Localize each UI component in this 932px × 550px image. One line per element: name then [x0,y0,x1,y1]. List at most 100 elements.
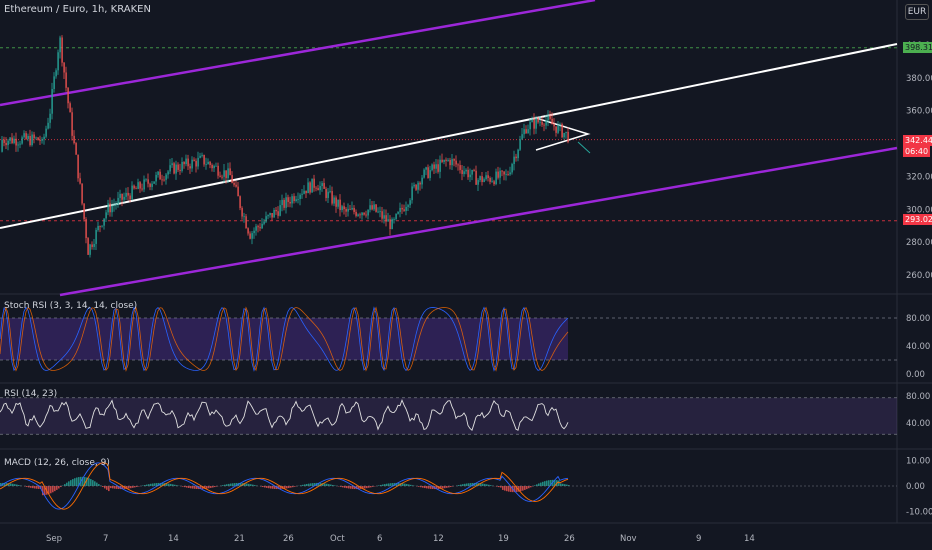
candle-body [279,205,281,216]
x-axis-tick-6: 6 [377,534,382,544]
x-axis-tick-26: 26 [283,534,294,544]
candle-body [427,167,429,178]
candle-body [505,174,507,175]
candle-body [23,133,25,138]
macd-histogram-bar [340,486,342,487]
macd-histogram-bar [270,486,272,489]
macd-histogram-bar [236,482,238,486]
candle-body [531,119,533,123]
candle-body [555,126,557,133]
candle-body [425,167,427,170]
candle-body [39,140,41,142]
chart-title: Ethereum / Euro, 1h, KRAKEN [4,4,151,15]
candle-body [49,113,51,123]
candle-body [27,135,29,139]
macd-histogram-bar [506,486,508,492]
macd-histogram-bar [490,485,492,486]
candle-body [207,161,209,165]
macd-tick-10.00: 10.00 [906,456,930,466]
candle-body [411,186,413,201]
candle-body [433,164,435,169]
candle-body [275,209,277,212]
candle-body [489,177,491,182]
candle-body [47,122,49,129]
candle-body [491,181,493,183]
macd-histogram-bar [372,486,374,487]
candle-body [295,199,297,202]
macd-histogram-bar [214,486,216,488]
candle-body [527,129,529,134]
macd-histogram-bar [128,486,130,489]
macd-histogram-bar [304,484,306,486]
candle-body [55,70,57,77]
candle-body [543,124,545,126]
x-axis-tick-19: 19 [498,534,509,544]
macd-histogram-bar [474,482,476,486]
candle-body [95,230,97,244]
candle-body [423,169,425,178]
macd-histogram-bar [362,486,364,489]
macd-histogram-bar [406,484,408,486]
candle-body [487,175,489,178]
macd-histogram-bar [42,486,44,496]
macd-histogram-bar [38,486,40,489]
candle-body [41,139,43,141]
price-axis-tick-300.00: 300.00 [906,205,932,215]
candle-body [79,178,81,184]
macd-histogram-bar [502,486,504,490]
candle-body [459,165,461,171]
candle-body [319,186,321,191]
candle-body [91,244,93,247]
macd-histogram-bar [476,482,478,486]
candle-body [57,52,59,71]
rsi-band [0,397,897,435]
candle-body [567,131,569,142]
candle-body [529,122,531,130]
candle-body [467,169,469,178]
candle-body [7,140,9,146]
candle-body [339,199,341,211]
candle-body [37,137,39,141]
candle-body [253,230,255,234]
macd-histogram-bar [174,484,176,486]
macd-histogram-bar [114,486,116,489]
candle-body [399,207,401,212]
candle-body [169,165,171,172]
candle-body [537,118,539,123]
candle-body [497,171,499,178]
price-axis-tick-280.00: 280.00 [906,238,932,248]
macd-histogram-bar [370,486,372,488]
currency-button[interactable]: EUR [905,4,929,20]
candle-body [301,193,303,195]
candle-body [255,226,257,231]
macd-histogram-bar [522,486,524,491]
macd-histogram-bar [54,486,56,492]
macd-histogram-bar [204,486,206,489]
macd-histogram-bar [72,479,74,486]
candle-body [507,174,509,175]
macd-histogram-bar [262,486,264,488]
candle-body [365,214,367,216]
macd-histogram-bar [50,486,52,494]
macd-histogram-bar [20,485,22,486]
macd-histogram-bar [66,482,68,486]
price-axis-tick-320.00: 320.00 [906,172,932,182]
candle-body [247,228,249,234]
x-axis-tick-Sep: Sep [46,534,62,544]
macd-histogram-bar [288,486,290,489]
candle-body [557,125,559,133]
candle-body [561,124,563,138]
candle-body [273,209,275,218]
candle-body [409,200,411,206]
x-axis-tick-14: 14 [168,534,179,544]
candle-body [391,219,393,230]
macd-histogram-bar [56,486,58,490]
candle-body [151,183,153,187]
macd-histogram-bar [518,486,520,492]
candle-body [229,168,231,176]
macd-histogram-bar [528,486,530,489]
candle-body [77,154,79,179]
candle-body [379,211,381,213]
macd-tick--10.00: -10.00 [906,508,932,518]
